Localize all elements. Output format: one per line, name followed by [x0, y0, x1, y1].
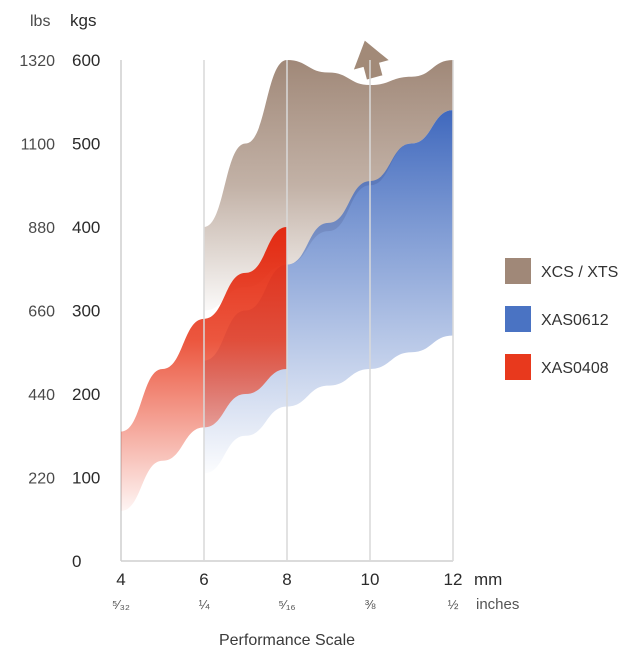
- up-arrow-icon: [353, 40, 389, 80]
- y-unit-lbs: lbs: [30, 13, 50, 30]
- x-unit-mm: mm: [474, 570, 502, 589]
- legend: XCS / XTS XAS0612 XAS0408: [505, 258, 618, 380]
- series-area-xas0612: [204, 110, 453, 474]
- y-unit-kgs: kgs: [70, 11, 96, 30]
- x-tick-label-inch: ⁵⁄₁₆: [278, 597, 295, 612]
- x-tick-label-inch: ⅜: [365, 597, 376, 612]
- y-tick-label-kgs: 200: [72, 385, 100, 404]
- x-tick-label-mm: 6: [199, 570, 208, 589]
- y-tick-label-lbs: 1100: [21, 137, 56, 154]
- legend-label: XCS / XTS: [541, 264, 618, 281]
- x-tick-label-mm: 10: [361, 570, 380, 589]
- legend-swatch: [505, 354, 531, 380]
- y-tick-label-kgs: 0: [72, 552, 81, 571]
- x-tick-labels: 4 ⁵⁄₃₂ 6 ¼ 8 ⁵⁄₁₆ 10 ⅜ 12 ½: [112, 570, 462, 612]
- legend-swatch: [505, 306, 531, 332]
- y-tick-label-kgs: 600: [72, 51, 100, 70]
- legend-label: XAS0408: [541, 360, 609, 377]
- y-tick-label-kgs: 500: [72, 135, 100, 154]
- x-tick-label-mm: 8: [282, 570, 291, 589]
- y-tick-labels: 600 1320 500 1100 400 880 300 660 200 440 100 220 0: [19, 51, 100, 571]
- y-tick-label-lbs: 1320: [19, 53, 55, 70]
- x-axis-title: Performance Scale: [219, 632, 355, 649]
- y-tick-label-lbs: 660: [28, 304, 55, 321]
- y-tick-label-kgs: 100: [72, 469, 100, 488]
- y-tick-label-lbs: 220: [28, 471, 55, 488]
- x-tick-label-mm: 4: [116, 570, 125, 589]
- y-tick-label-kgs: 400: [72, 218, 100, 237]
- y-tick-label-lbs: 880: [28, 220, 55, 237]
- x-tick-label-mm: 12: [444, 570, 463, 589]
- y-tick-label-kgs: 300: [72, 302, 100, 321]
- series-area-xcs-xts: [204, 60, 453, 311]
- x-unit-inches: inches: [476, 596, 519, 613]
- vertical-gridlines: [203, 60, 454, 561]
- legend-label: XAS0612: [541, 312, 609, 329]
- y-tick-label-lbs: 440: [28, 387, 55, 404]
- x-tick-label-inch: ⁵⁄₃₂: [112, 597, 130, 612]
- legend-swatch: [505, 258, 531, 284]
- x-tick-label-inch: ¼: [199, 597, 210, 612]
- x-tick-label-inch: ½: [448, 597, 459, 612]
